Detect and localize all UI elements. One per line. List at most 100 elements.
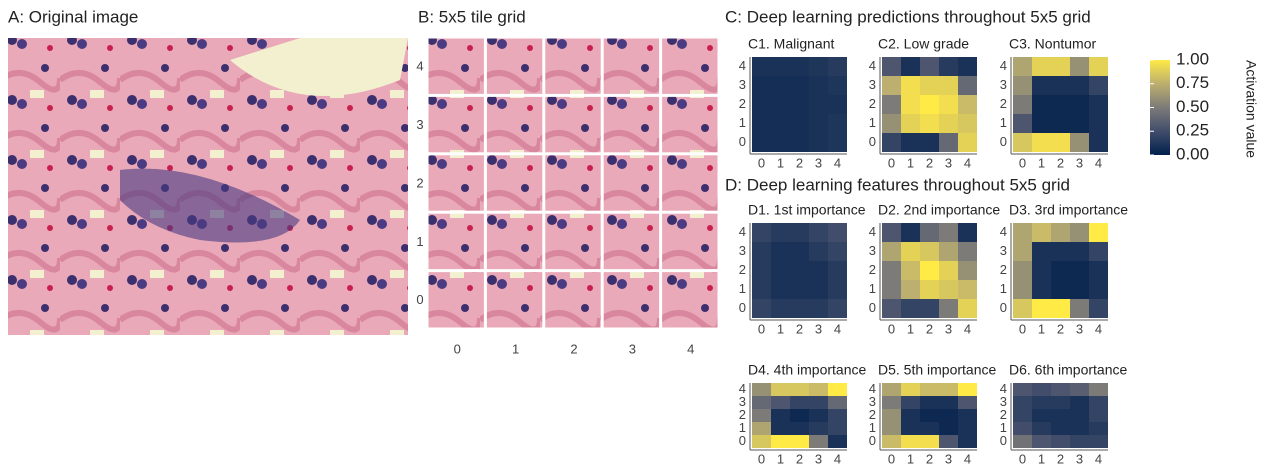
heat-cell (1051, 422, 1070, 435)
y-tick-label: 3 (739, 394, 746, 409)
x-tick-label: 2 (926, 451, 933, 465)
y-tick-label: 4 (869, 224, 876, 239)
y-tick-label: 4 (1000, 381, 1007, 396)
heat-cell (1032, 223, 1051, 242)
x-tick-label: 1 (777, 155, 784, 170)
heat-cell (828, 409, 847, 422)
heat-cell (771, 383, 790, 396)
colorbar-title: Activation value (1243, 60, 1259, 158)
heat-cell (752, 396, 771, 409)
y-tick-label: 1 (1000, 281, 1007, 296)
heat-cell (901, 57, 920, 76)
x-tick-label: 4 (834, 155, 841, 170)
heat-cell (920, 422, 939, 435)
heat-cell (809, 133, 828, 152)
heat-cell (809, 409, 828, 422)
heat-cell (1051, 114, 1070, 133)
heat-cell (882, 261, 901, 280)
heat-cell (1089, 435, 1108, 448)
y-tick-label: 4 (1000, 224, 1007, 239)
image-tile (545, 155, 601, 211)
figure: A: Original image B: 5x5 tile grid C: De… (0, 0, 1265, 465)
heat-cell (1051, 57, 1070, 76)
x-tick-label: 2 (796, 155, 803, 170)
heat-cell (1089, 396, 1108, 409)
heat-cell (771, 223, 790, 242)
x-tick-label: 1 (907, 451, 914, 465)
heat-cell (1089, 57, 1108, 76)
heat-cell (901, 383, 920, 396)
y-tick-label: 1 (1000, 420, 1007, 435)
image-tile (428, 38, 484, 94)
heat-cell (809, 76, 828, 95)
image-tile (662, 155, 718, 211)
x-tick-label: 0 (758, 321, 765, 336)
y-tick-label: 1 (869, 115, 876, 130)
image-tile (545, 272, 601, 328)
heat-cell (939, 57, 958, 76)
heat-cell (939, 396, 958, 409)
heat-cell (1013, 280, 1032, 299)
heat-cell (1032, 95, 1051, 114)
y-tick-label: 0 (739, 433, 746, 448)
heat-cell (1032, 396, 1051, 409)
heat-cell (790, 409, 809, 422)
heat-cell (1032, 261, 1051, 280)
heat-cell (1051, 223, 1070, 242)
heat-cell (1051, 242, 1070, 261)
heat-cell (1089, 409, 1108, 422)
heat-cell (771, 396, 790, 409)
y-tick-label: 0 (1000, 300, 1007, 315)
heat-cell (828, 383, 847, 396)
heat-cell (958, 114, 977, 133)
heat-cell (752, 133, 771, 152)
heat-cell (752, 76, 771, 95)
heat-cell (939, 242, 958, 261)
heat-cell (1032, 409, 1051, 422)
heat-cell (901, 95, 920, 114)
x-tick-label: 4 (964, 155, 971, 170)
x-tick-label: 0 (454, 341, 461, 356)
x-tick-label: 2 (796, 451, 803, 465)
heat-cell (1032, 299, 1051, 318)
image-tile (486, 213, 542, 269)
heat-cell (1089, 280, 1108, 299)
heat-cell (1070, 299, 1089, 318)
heat-cell (958, 76, 977, 95)
heat-cell (1013, 396, 1032, 409)
heat-cell (771, 95, 790, 114)
y-tick-label: 2 (869, 96, 876, 111)
heat-cell (771, 76, 790, 95)
y-tick-label: 4 (1000, 58, 1007, 73)
colorbar-label: 0.00 (1176, 144, 1209, 163)
heat-cell (958, 383, 977, 396)
heat-cell (939, 76, 958, 95)
y-tick-label: 2 (416, 175, 423, 190)
y-tick-label: 2 (1000, 407, 1007, 422)
heat-cell (809, 114, 828, 133)
heat-cell (1051, 280, 1070, 299)
heat-cell (920, 242, 939, 261)
heat-cell (1089, 299, 1108, 318)
heat-cell (1051, 95, 1070, 114)
x-tick-label: 1 (512, 341, 519, 356)
y-tick-label: 2 (1000, 96, 1007, 111)
heat-cell (1070, 280, 1089, 299)
heat-cell (790, 280, 809, 299)
colorbar-label: 0.50 (1176, 97, 1209, 116)
image-tile (662, 38, 718, 94)
heat-cell (920, 57, 939, 76)
heat-cell (939, 435, 958, 448)
y-tick-label: 4 (739, 58, 746, 73)
y-tick-label: 0 (416, 292, 423, 307)
y-tick-label: 2 (1000, 262, 1007, 277)
heat-cell (790, 396, 809, 409)
image-tile (603, 213, 659, 269)
x-tick-label: 3 (945, 321, 952, 336)
heat-cell (1051, 435, 1070, 448)
heat-cell (1089, 95, 1108, 114)
heat-cell (771, 409, 790, 422)
x-tick-label: 0 (888, 155, 895, 170)
heat-cell (1013, 435, 1032, 448)
heat-cell (882, 114, 901, 133)
